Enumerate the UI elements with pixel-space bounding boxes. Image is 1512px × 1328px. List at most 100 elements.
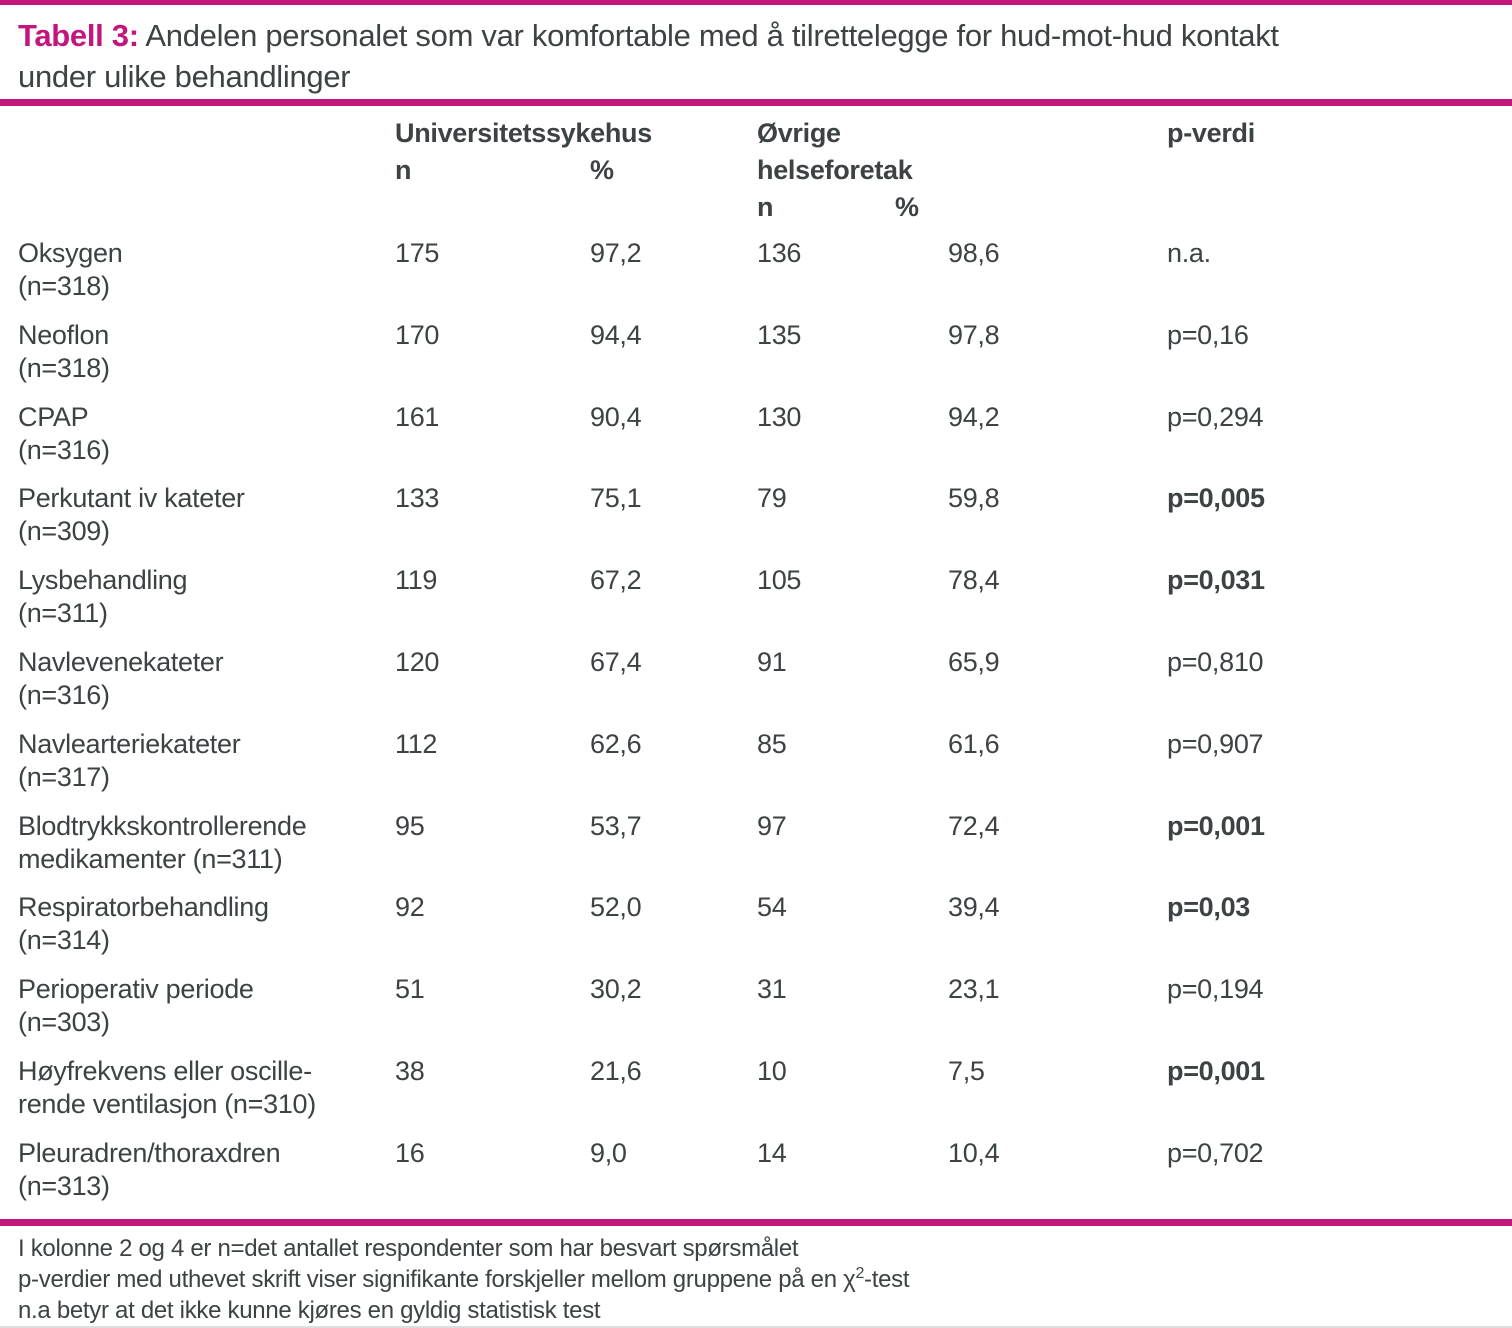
header-p-value: p-verdi xyxy=(1167,118,1255,148)
row-p-value: p=0,194 xyxy=(1167,974,1264,1005)
row-treatment-line1: Oksygen xyxy=(18,238,123,268)
row-other-n: 135 xyxy=(757,319,802,350)
row-treatment-line1: Pleuradren/thoraxdren xyxy=(18,1137,281,1168)
row-treatment-line1: Respiratorbehandling xyxy=(18,892,269,923)
row-treatment-line1: Navlearteriekateter xyxy=(18,728,241,759)
row-other-pct: 7,5 xyxy=(948,1055,985,1086)
row-university-pct: 75,1 xyxy=(590,483,642,514)
table-row: Respiratorbehandling (n=314) 92 52,0 54 … xyxy=(0,891,1512,973)
header-other-n: n xyxy=(757,192,774,222)
row-p-value: p=0,031 xyxy=(1167,565,1265,596)
header-other-label-line1: Øvrige xyxy=(757,118,841,148)
footnote-2-text: p-verdier med uthevet skrift viser signi… xyxy=(18,1265,844,1293)
row-university-pct: 9,0 xyxy=(590,1137,627,1168)
header-spacer xyxy=(0,115,377,237)
row-treatment-line1: Navlevenekateter xyxy=(18,646,224,677)
footnote-3: n.a betyr at det ikke kunne kjøres en gy… xyxy=(18,1296,601,1324)
row-p-value: p=0,702 xyxy=(1167,1137,1264,1168)
table-header: Universitetssykehus n % Øvrige helsefore… xyxy=(0,106,1512,237)
table-row: CPAP (n=316) 161 90,4 130 94,2 p=0,294 xyxy=(0,401,1512,483)
header-university-n: n xyxy=(395,155,412,185)
chi-symbol: χ xyxy=(843,1265,856,1293)
row-treatment-line2: medikamenter (n=311) xyxy=(18,843,283,874)
table-row: Navlevenekateter (n=316) 120 67,4 91 65,… xyxy=(0,646,1512,728)
row-university-n: 112 xyxy=(395,728,438,759)
row-treatment-line2: (n=316) xyxy=(18,679,110,710)
table-row: Blodtrykkskontrollerende medikamenter (n… xyxy=(0,810,1512,892)
footnote-2: p-verdier med uthevet skrift viser signi… xyxy=(18,1264,1494,1295)
bottom-hairline xyxy=(0,1326,1512,1328)
row-other-n: 136 xyxy=(757,238,802,268)
row-treatment-line2: rende ventilasjon (n=310) xyxy=(18,1088,316,1119)
row-treatment-line2: (n=313) xyxy=(18,1170,110,1201)
table-row: Lysbehandling (n=311) 119 67,2 105 78,4 … xyxy=(0,564,1512,646)
row-p-value: p=0,294 xyxy=(1167,401,1264,432)
row-other-pct: 39,4 xyxy=(948,892,1000,923)
row-other-n: 97 xyxy=(757,810,787,841)
row-university-pct: 97,2 xyxy=(590,238,642,268)
row-other-n: 54 xyxy=(757,892,787,923)
row-treatment-line2: (n=318) xyxy=(18,352,110,383)
row-p-value: p=0,810 xyxy=(1167,646,1264,677)
row-other-pct: 97,8 xyxy=(948,319,1000,350)
row-university-pct: 30,2 xyxy=(590,974,642,1005)
table-row: Oksygen (n=318) 175 97,2 136 98,6 n.a. xyxy=(0,237,1512,319)
row-other-pct: 78,4 xyxy=(948,565,1000,596)
row-university-pct: 94,4 xyxy=(590,319,642,350)
row-university-n: 95 xyxy=(395,810,425,841)
row-p-value: p=0,005 xyxy=(1167,483,1265,514)
row-other-n: 14 xyxy=(757,1137,787,1168)
table-title-line1: Andelen personalet som var komfortable m… xyxy=(145,18,1279,53)
row-university-pct: 67,4 xyxy=(590,646,642,677)
row-p-value: p=0,001 xyxy=(1167,1055,1265,1086)
row-university-pct: 62,6 xyxy=(590,728,642,759)
table-row: Høyfrekvens eller oscille- rende ventila… xyxy=(0,1055,1512,1137)
row-treatment-line1: Perioperativ periode xyxy=(18,974,254,1005)
header-other-pct: % xyxy=(895,192,919,222)
row-other-n: 85 xyxy=(757,728,787,759)
row-university-n: 92 xyxy=(395,892,425,923)
row-treatment: Oksygen (n=318) xyxy=(0,237,377,303)
row-university-n: 119 xyxy=(395,565,438,596)
row-university-pct: 67,2 xyxy=(590,565,642,596)
header-university-label: Universitetssykehus xyxy=(395,118,652,148)
row-treatment-line1: Neoflon xyxy=(18,319,109,350)
row-treatment-line2: (n=317) xyxy=(18,761,110,792)
row-treatment-line1: Høyfrekvens eller oscille- xyxy=(18,1055,312,1086)
row-treatment: Navlearteriekateter (n=317) xyxy=(0,728,377,794)
row-other-pct: 10,4 xyxy=(948,1137,1000,1168)
header-other-label-line2: helseforetak xyxy=(757,155,913,185)
row-treatment: Navlevenekateter (n=316) xyxy=(0,646,377,712)
row-treatment-line2: (n=314) xyxy=(18,925,110,956)
header-university-subrow: n % xyxy=(377,152,739,189)
footnote-1: I kolonne 2 og 4 er n=det antallet respo… xyxy=(18,1234,799,1262)
row-p-value: n.a. xyxy=(1167,238,1211,268)
header-group-university: Universitetssykehus n % xyxy=(377,115,739,237)
row-treatment: Blodtrykkskontrollerende medikamenter (n… xyxy=(0,810,377,876)
table-row: Perioperativ periode (n=303) 51 30,2 31 … xyxy=(0,973,1512,1055)
row-treatment-line1: Perkutant iv kateter xyxy=(18,483,245,514)
row-p-value: p=0,03 xyxy=(1167,892,1251,923)
table-body: Oksygen (n=318) 175 97,2 136 98,6 n.a. N… xyxy=(0,237,1512,1219)
row-university-pct: 21,6 xyxy=(590,1055,642,1086)
footnote-2-suffix: -test xyxy=(864,1265,910,1293)
row-other-pct: 61,6 xyxy=(948,728,1000,759)
row-treatment: Pleuradren/thoraxdren (n=313) xyxy=(0,1137,377,1203)
row-other-n: 91 xyxy=(757,646,787,677)
row-treatment-line1: Blodtrykkskontrollerende xyxy=(18,810,307,841)
row-university-n: 120 xyxy=(395,646,440,677)
table-row: Neoflon (n=318) 170 94,4 135 97,8 p=0,16 xyxy=(0,319,1512,401)
row-university-n: 170 xyxy=(395,319,440,350)
header-other-subrow: n % xyxy=(739,189,1149,226)
row-treatment-line2: (n=311) xyxy=(18,598,108,629)
row-treatment: Perioperativ periode (n=303) xyxy=(0,973,377,1039)
row-other-n: 105 xyxy=(757,565,802,596)
table-row: Pleuradren/thoraxdren (n=313) 16 9,0 14 … xyxy=(0,1137,1512,1219)
footer-divider-rule xyxy=(0,1218,1512,1226)
row-treatment-line1: CPAP xyxy=(18,401,89,432)
row-treatment: Perkutant iv kateter (n=309) xyxy=(0,482,377,548)
row-p-value: p=0,907 xyxy=(1167,728,1264,759)
row-treatment-line2: (n=303) xyxy=(18,1007,110,1038)
row-university-n: 133 xyxy=(395,483,440,514)
table-row: Navlearteriekateter (n=317) 112 62,6 85 … xyxy=(0,728,1512,810)
